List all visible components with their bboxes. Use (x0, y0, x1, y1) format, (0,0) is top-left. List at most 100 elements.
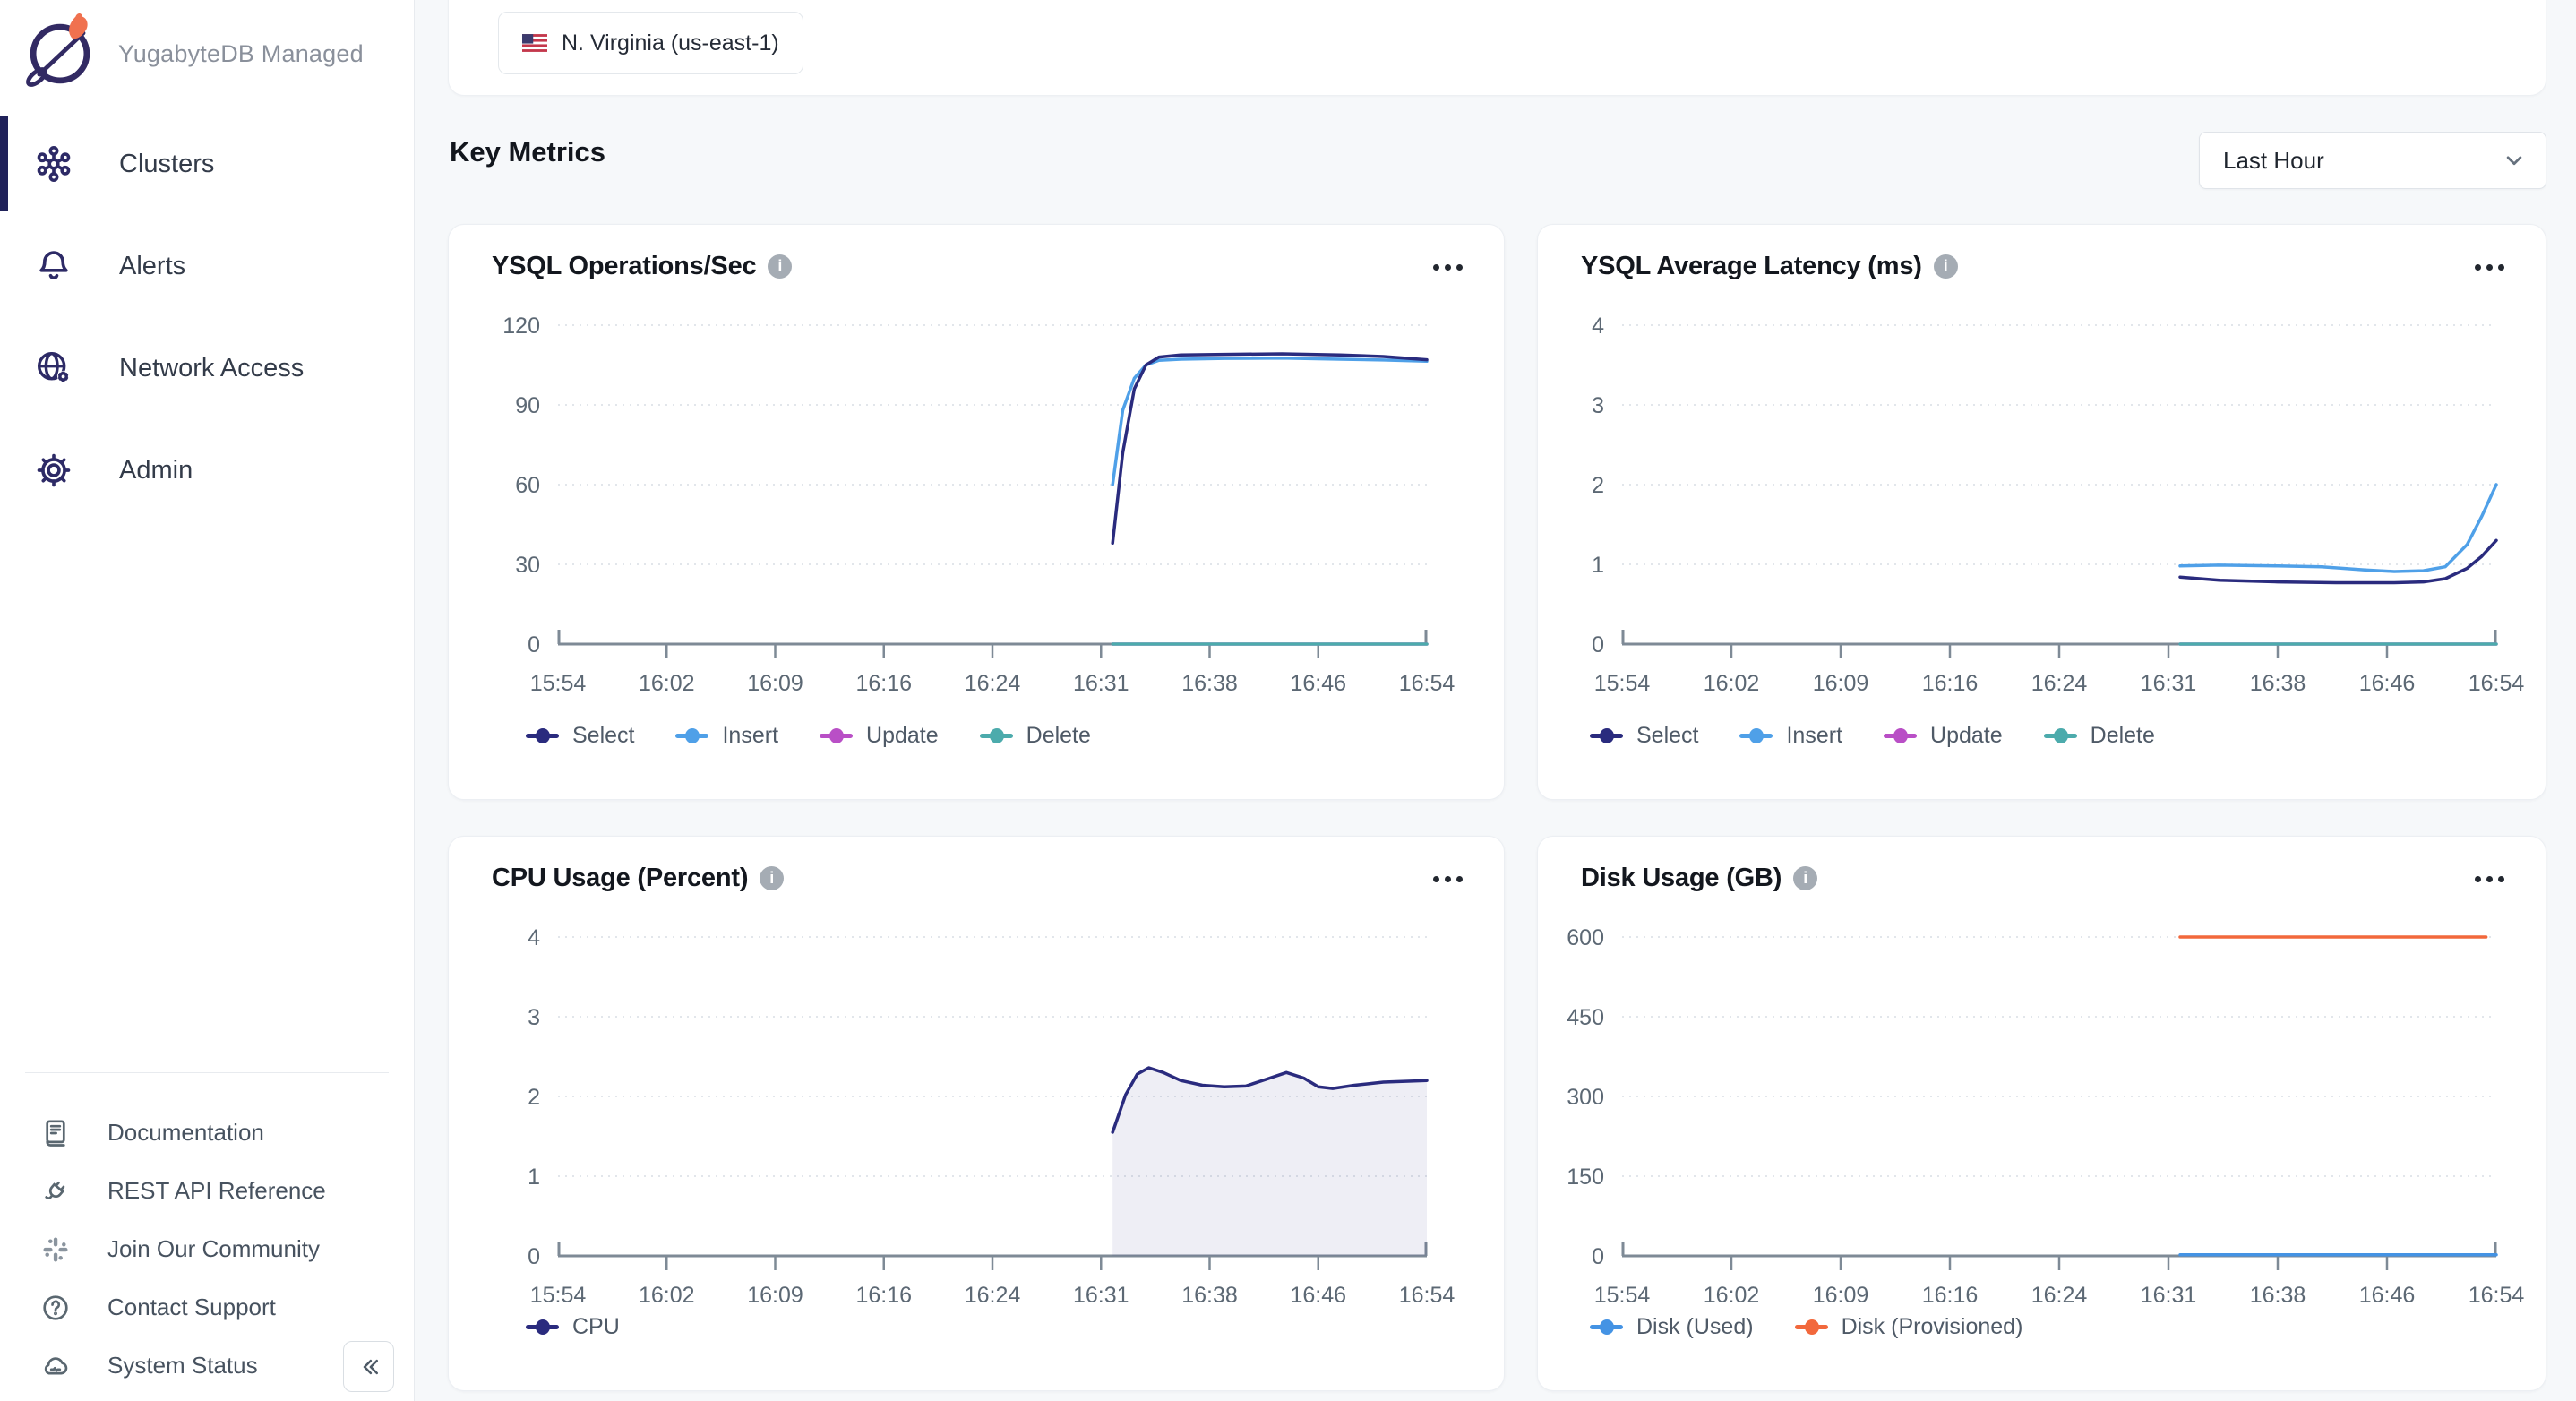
page-title: Key Metrics (450, 136, 605, 168)
x-tick-label: 16:09 (747, 1283, 803, 1308)
legend-label: Disk (Used) (1636, 1314, 1754, 1340)
legend-label: Delete (2091, 723, 2155, 749)
x-tick-label: 15:54 (530, 1283, 587, 1308)
region-chip[interactable]: N. Virginia (us-east-1) (498, 12, 803, 74)
y-tick-label: 1 (528, 1165, 540, 1190)
legend-marker (820, 728, 853, 743)
y-tick-label: 1 (1592, 553, 1604, 578)
legend-marker (675, 728, 708, 743)
x-tick-label: 16:16 (1922, 671, 1979, 696)
sidebar-link-community[interactable]: Join Our Community (0, 1220, 414, 1278)
sidebar-link-label: Join Our Community (107, 1235, 320, 1263)
sidebar-item-label: Clusters (119, 150, 214, 179)
y-tick-label: 0 (1592, 632, 1604, 658)
system-status-cloud-icon (39, 1350, 72, 1382)
legend-label: Select (1636, 723, 1698, 749)
x-tick-label: 15:54 (530, 671, 587, 696)
x-tick-label: 16:09 (1813, 1283, 1869, 1308)
sidebar-link-label: REST API Reference (107, 1177, 326, 1205)
x-tick-label: 16:02 (639, 1283, 695, 1308)
chart-canvas: 4321015:5416:0216:0916:1616:2416:3116:38… (449, 837, 1506, 1392)
legend-marker (526, 728, 559, 743)
series-line-insert (1112, 358, 1427, 485)
legend-item-delete[interactable]: Delete (980, 723, 1091, 749)
time-range-value: Last Hour (2223, 147, 2501, 175)
x-tick-label: 16:38 (2250, 671, 2306, 696)
legend-label: Insert (1786, 723, 1842, 749)
y-tick-label: 4 (1592, 314, 1604, 339)
x-tick-label: 16:24 (965, 671, 1021, 696)
y-tick-label: 3 (528, 1005, 540, 1030)
legend-label: Update (866, 723, 939, 749)
x-tick-label: 16:54 (2469, 1283, 2525, 1308)
sidebar-item-network-access[interactable]: Network Access (0, 317, 414, 419)
legend-label: Select (572, 723, 634, 749)
legend-label: CPU (572, 1314, 620, 1340)
sidebar-link-support[interactable]: Contact Support (0, 1278, 414, 1337)
cluster-header-card: N. Virginia (us-east-1) (448, 0, 2546, 96)
x-tick-label: 16:46 (1290, 671, 1346, 696)
x-tick-label: 16:24 (965, 1283, 1021, 1308)
brand-logo-icon (13, 6, 107, 101)
region-label: N. Virginia (us-east-1) (562, 30, 779, 56)
sidebar-link-label: Contact Support (107, 1294, 276, 1321)
y-tick-label: 2 (528, 1085, 540, 1110)
x-tick-label: 16:31 (2141, 1283, 2197, 1308)
legend-item-insert[interactable]: Insert (675, 723, 778, 749)
series-line-insert (2180, 485, 2496, 572)
sidebar-item-label: Alerts (119, 252, 185, 281)
legend-item-select[interactable]: Select (1590, 723, 1698, 749)
legend-item-disk-used-[interactable]: Disk (Used) (1590, 1314, 1754, 1340)
sidebar-item-admin[interactable]: Admin (0, 419, 414, 521)
x-tick-label: 16:02 (1704, 1283, 1760, 1308)
collapse-sidebar-button[interactable] (343, 1341, 394, 1392)
brand: YugabyteDB Managed (13, 4, 364, 103)
sidebar-item-alerts[interactable]: Alerts (0, 215, 414, 317)
legend-item-update[interactable]: Update (820, 723, 939, 749)
y-tick-label: 0 (528, 632, 540, 658)
x-tick-label: 16:16 (855, 671, 912, 696)
legend-marker (980, 728, 1013, 743)
x-tick-label: 15:54 (1594, 671, 1651, 696)
legend-item-disk-provisioned-[interactable]: Disk (Provisioned) (1795, 1314, 2023, 1340)
chart-canvas: 120906030015:5416:0216:0916:1616:2416:31… (449, 225, 1506, 801)
support-question-icon (39, 1292, 72, 1324)
legend-label: Insert (722, 723, 778, 749)
legend-item-insert[interactable]: Insert (1739, 723, 1842, 749)
y-tick-label: 3 (1592, 393, 1604, 418)
main-content: N. Virginia (us-east-1) Key Metrics Last… (415, 0, 2576, 1401)
chart-legend: Disk (Used) Disk (Provisioned) (1590, 1314, 2022, 1340)
x-tick-label: 16:46 (2359, 1283, 2416, 1308)
x-tick-label: 16:38 (1181, 1283, 1238, 1308)
legend-item-select[interactable]: Select (526, 723, 634, 749)
documentation-book-icon (39, 1117, 72, 1149)
x-tick-label: 16:54 (2469, 671, 2525, 696)
y-tick-label: 0 (1592, 1244, 1604, 1269)
alerts-bell-icon (33, 245, 74, 287)
area-fill (1112, 1068, 1427, 1256)
chart-legend: Select Insert Update Delete (1590, 723, 2155, 749)
time-range-select[interactable]: Last Hour (2199, 132, 2546, 189)
active-indicator (0, 116, 8, 211)
sidebar-link-rest-api[interactable]: REST API Reference (0, 1162, 414, 1220)
legend-marker (1590, 728, 1623, 743)
metric-card-ysql-ops: YSQL Operations/Seci120906030015:5416:02… (448, 224, 1505, 800)
chart-canvas: 600450300150015:5416:0216:0916:1616:2416… (1538, 837, 2547, 1392)
sidebar-item-label: Network Access (119, 354, 304, 383)
legend-item-cpu[interactable]: CPU (526, 1314, 620, 1340)
legend-marker (1795, 1319, 1828, 1335)
y-tick-label: 150 (1567, 1165, 1604, 1190)
clusters-icon (33, 143, 74, 185)
y-tick-label: 0 (528, 1244, 540, 1269)
legend-item-delete[interactable]: Delete (2044, 723, 2155, 749)
metric-card-cpu-usage: CPU Usage (Percent)i4321015:5416:0216:09… (448, 836, 1505, 1391)
admin-gear-icon (33, 450, 74, 491)
sidebar-item-clusters[interactable]: Clusters (0, 113, 414, 215)
y-tick-label: 450 (1567, 1005, 1604, 1030)
chart-legend: CPU (526, 1314, 620, 1340)
sidebar-link-documentation[interactable]: Documentation (0, 1104, 414, 1162)
legend-item-update[interactable]: Update (1884, 723, 2003, 749)
legend-label: Delete (1026, 723, 1091, 749)
x-tick-label: 16:16 (1922, 1283, 1979, 1308)
y-tick-label: 60 (515, 473, 540, 498)
